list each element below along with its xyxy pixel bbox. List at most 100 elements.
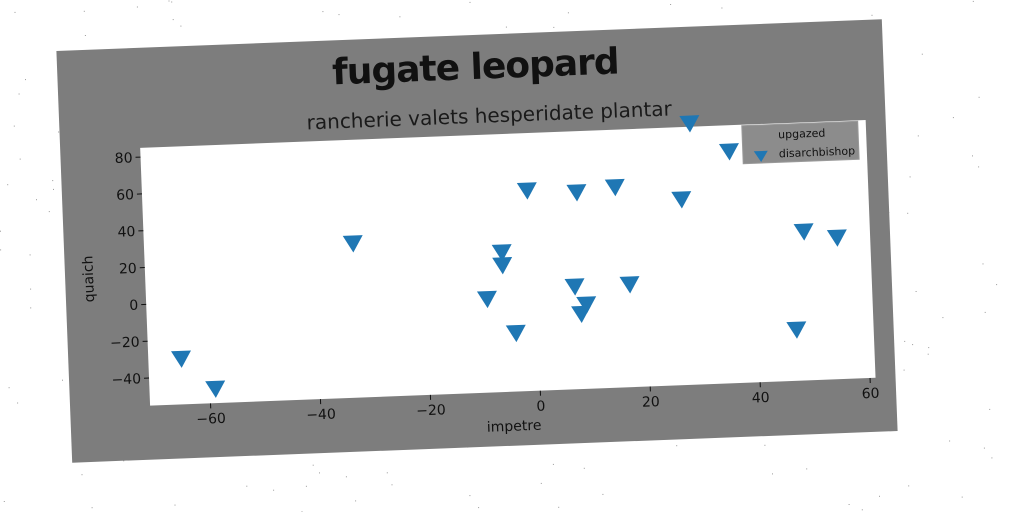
noise-dot	[772, 473, 773, 475]
noise-dot	[84, 35, 86, 36]
noise-dot	[386, 472, 388, 474]
noise-dot	[961, 496, 963, 498]
x-tick-label: −20	[416, 402, 446, 419]
noise-dot	[29, 254, 31, 256]
noise-dot	[978, 96, 980, 98]
noise-dot	[871, 14, 873, 16]
y-tick-label: 80	[114, 150, 132, 167]
noise-dot	[53, 188, 54, 190]
noise-dot	[505, 26, 507, 28]
scatter-point	[679, 115, 700, 133]
noise-dot	[806, 468, 808, 470]
noise-dot	[861, 509, 863, 511]
scatter-point	[516, 182, 537, 200]
chart-figure: fugate leopard rancherie valets hesperid…	[56, 19, 898, 463]
scatter-point	[619, 276, 640, 294]
noise-dot	[273, 489, 275, 491]
noise-dot	[0, 230, 1, 232]
noise-dot	[305, 485, 307, 487]
noise-dot	[136, 6, 138, 8]
noise-dot	[81, 474, 83, 476]
noise-dot	[764, 444, 766, 446]
scatter-point	[718, 143, 739, 161]
x-tick-label: 0	[536, 399, 546, 415]
scatter-point	[564, 278, 585, 296]
y-tick-label: 60	[116, 187, 134, 204]
noise-dot	[602, 493, 604, 495]
scatter-point	[793, 223, 814, 241]
scatter-point	[671, 191, 692, 209]
scatter-point	[171, 350, 191, 368]
noise-dot	[984, 311, 986, 313]
chart-canvas: fugate leopard rancherie valets hesperid…	[80, 41, 880, 436]
noise-dot	[171, 1, 173, 3]
noise-dot	[952, 117, 954, 119]
noise-dot	[540, 482, 542, 484]
noise-dot	[478, 507, 480, 509]
noise-dot	[904, 340, 906, 342]
x-tick-label: 40	[752, 390, 770, 407]
scatter-point	[826, 229, 847, 247]
noise-dot	[982, 263, 984, 265]
y-tick-label: −40	[111, 371, 141, 388]
x-axis-label: impetre	[487, 418, 542, 436]
scatter-point	[786, 321, 807, 339]
noise-dot	[48, 211, 50, 213]
y-tick-label: 20	[119, 261, 137, 278]
noise-dot	[322, 11, 324, 13]
noise-dot	[927, 353, 929, 355]
noise-dot	[991, 457, 993, 459]
noise-dot	[670, 4, 672, 5]
scatter-point	[205, 380, 226, 398]
noise-dot	[848, 504, 850, 505]
scatter-point	[505, 324, 526, 343]
noise-dot	[30, 288, 32, 290]
noise-dot	[13, 125, 15, 127]
noise-dot	[909, 176, 911, 178]
legend-marker-disarchbishop	[753, 150, 768, 163]
scatter-point	[576, 296, 597, 314]
noise-dot	[83, 10, 85, 12]
noise-dot	[469, 1, 471, 3]
noise-dot	[30, 307, 32, 309]
noise-dot	[14, 11, 16, 13]
noise-dot	[391, 484, 393, 486]
scatter-point	[476, 290, 497, 309]
noise-dot	[62, 379, 63, 381]
noise-dot	[312, 464, 314, 466]
noise-dot	[917, 135, 919, 137]
x-tick-label: −40	[306, 407, 336, 424]
y-tick-label: −20	[110, 335, 140, 352]
x-tick-label: 60	[861, 386, 879, 403]
noise-dot	[345, 476, 347, 478]
scatter-point	[342, 235, 363, 253]
noise-dot	[978, 166, 980, 168]
scatter-series-disarchbishop	[171, 115, 847, 398]
noise-dot	[123, 460, 125, 462]
noise-dot	[91, 507, 93, 509]
noise-dot	[942, 317, 944, 319]
scatter-point	[604, 178, 625, 197]
chart-legend: upgazed disarchbishop	[741, 120, 860, 165]
noise-dot	[879, 495, 880, 497]
noise-dot	[17, 402, 19, 404]
noise-dot	[921, 53, 923, 55]
noise-dot	[915, 291, 917, 292]
x-axis: −60 −40 −20 0 20 40 60	[196, 377, 880, 428]
noise-dot	[8, 387, 10, 389]
noise-dot	[583, 467, 585, 469]
noise-dot	[172, 19, 174, 21]
noise-dot	[567, 12, 569, 14]
legend-label-upgazed: upgazed	[778, 127, 826, 142]
legend-box	[741, 120, 860, 165]
noise-dot	[52, 180, 54, 182]
noise-dot	[928, 347, 930, 349]
y-tick-label: 40	[117, 224, 135, 241]
noise-dot	[180, 25, 182, 27]
chart-title: rancherie valets hesperidate plantar	[306, 96, 673, 134]
noise-dot	[908, 485, 910, 487]
noise-dot	[246, 485, 248, 487]
y-axis-label: quaich	[80, 255, 98, 302]
noise-dot	[912, 344, 914, 346]
noise-dot	[469, 495, 471, 497]
